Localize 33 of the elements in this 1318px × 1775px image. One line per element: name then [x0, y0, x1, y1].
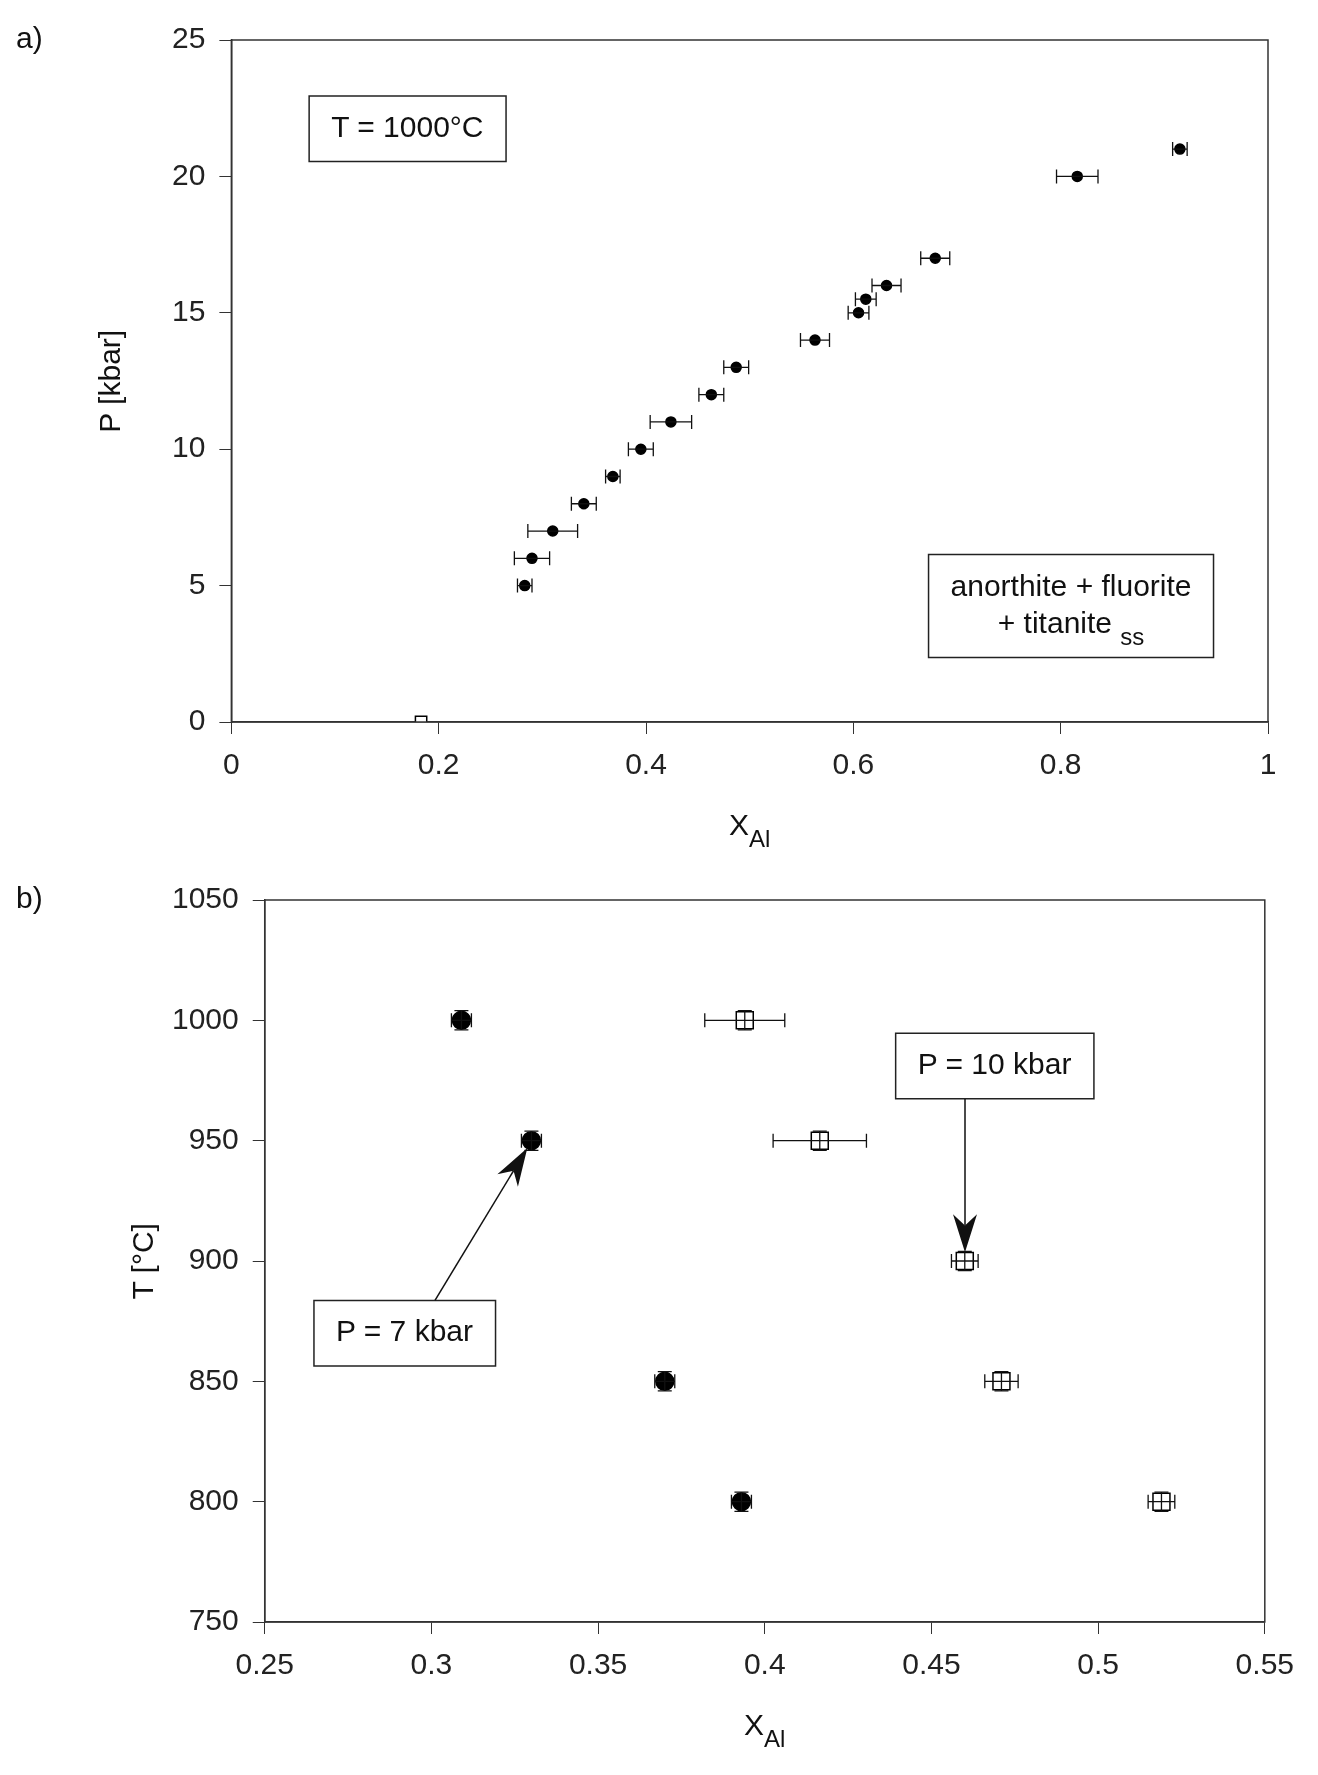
y-tick-label: 850 — [188, 1362, 239, 1396]
x-tick-label: 0.55 — [1235, 1647, 1294, 1681]
y-tick-label: 20 — [171, 157, 206, 191]
x-tick-label: 0.35 — [568, 1647, 628, 1681]
y-tick-label: 800 — [188, 1482, 239, 1516]
y-tick-label: 900 — [188, 1242, 239, 1276]
x-tick-label: 1 — [1259, 747, 1277, 781]
x-tick-label: 0.45 — [902, 1647, 961, 1681]
annotation: anorthite + fluorite + titanite ss — [950, 568, 1192, 650]
annotation: P = 7 kbar — [335, 1314, 474, 1348]
chart-title: a) — [16, 21, 43, 55]
x-tick-label: 0.4 — [625, 747, 667, 781]
y-tick-label: 950 — [188, 1121, 239, 1155]
y-axis-title: T [°C] — [126, 1223, 159, 1300]
x-tick-label: 0.25 — [235, 1647, 294, 1681]
x-tick-label: 0.6 — [832, 747, 875, 781]
annotation: T = 1000°C — [331, 109, 484, 143]
x-tick-label: 0.2 — [417, 747, 460, 781]
y-tick-label: 1050 — [171, 881, 239, 915]
y-tick-label: 10 — [171, 430, 206, 464]
annotation: P = 10 kbar — [917, 1047, 1072, 1081]
y-tick-label: 15 — [171, 294, 206, 328]
y-axis-title: P [kbar] — [92, 329, 126, 433]
x-tick-label: 0.3 — [410, 1647, 453, 1681]
y-tick-label: 25 — [171, 21, 206, 55]
chart-title: b) — [16, 881, 43, 915]
y-tick-label: 0 — [188, 703, 206, 737]
x-tick-label: 0.8 — [1039, 747, 1082, 781]
y-tick-label: 1000 — [171, 1001, 239, 1035]
y-tick-label: 5 — [188, 566, 206, 600]
x-tick-label: 0.5 — [1077, 1647, 1119, 1681]
x-tick-label: 0.4 — [743, 1647, 786, 1681]
y-tick-label: 750 — [188, 1603, 239, 1637]
